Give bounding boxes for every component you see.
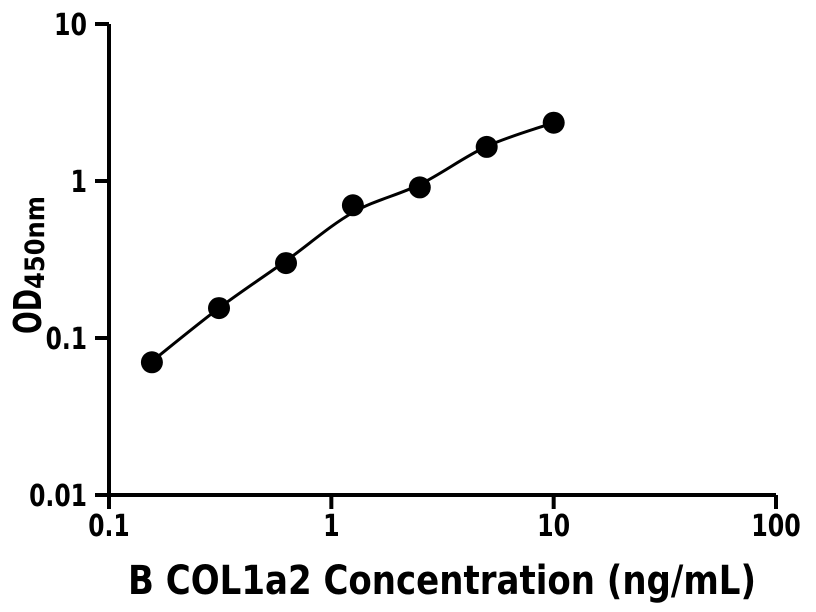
x-tick-label: 0.1 — [88, 509, 129, 544]
x-axis-title: B COL1a2 Concentration (ng/mL) — [128, 558, 756, 604]
data-point — [275, 252, 297, 275]
data-point — [475, 135, 498, 158]
y-tick-label: 0.1 — [46, 322, 87, 357]
y-axis-title: OD450nm — [6, 196, 51, 334]
data-point — [542, 111, 565, 134]
x-tick-label: 10 — [537, 509, 570, 544]
y-axis-title-subscript: 450nm — [20, 196, 51, 289]
data-point — [341, 194, 364, 217]
y-axis-title-main: OD — [6, 289, 50, 334]
x-tick-label: 100 — [751, 509, 801, 544]
data-point — [408, 176, 431, 199]
data-point — [208, 297, 230, 320]
x-tick-label: 1 — [323, 509, 340, 544]
fit-curve — [150, 121, 555, 363]
y-tick-label: 1 — [71, 165, 88, 200]
axis-spines — [107, 24, 776, 497]
y-tick-label: 0.01 — [29, 479, 87, 514]
y-tick-label: 10 — [54, 8, 87, 43]
data-point — [140, 351, 163, 374]
